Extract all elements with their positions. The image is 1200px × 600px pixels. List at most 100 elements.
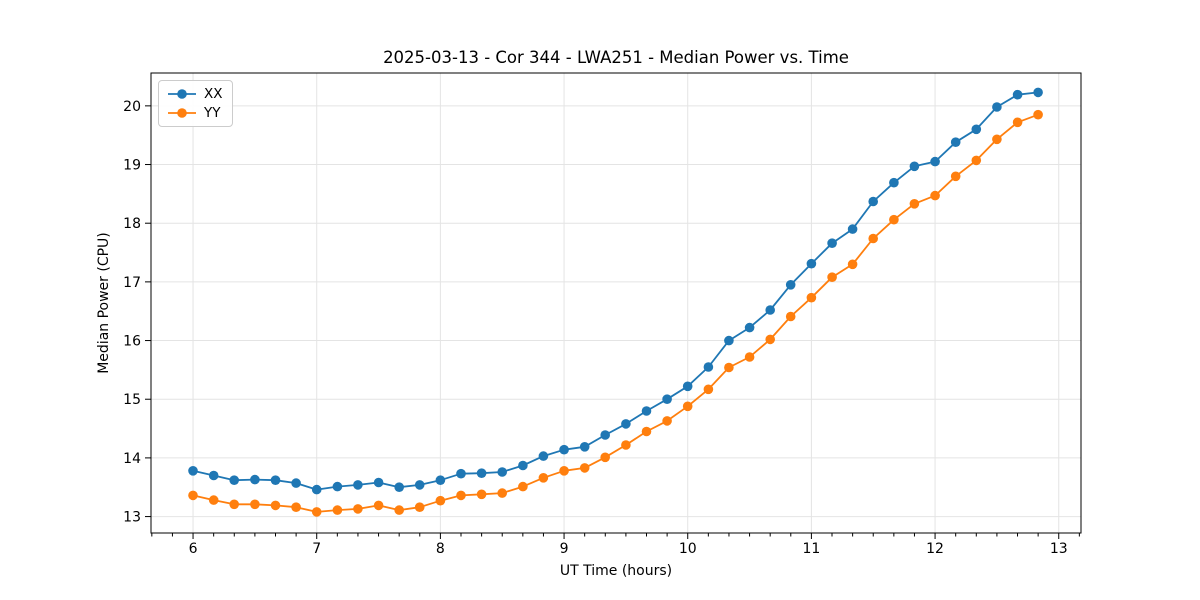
data-point — [600, 430, 610, 440]
data-point — [930, 156, 940, 167]
data-point — [724, 362, 734, 373]
data-point — [806, 292, 817, 303]
data-point — [373, 500, 384, 511]
x-tick-label: 10 — [679, 541, 697, 557]
data-point — [641, 426, 652, 437]
legend-label-xx: XX — [204, 86, 223, 102]
chart-title: 2025-03-13 - Cor 344 - LWA251 - Median P… — [383, 48, 849, 67]
data-point — [394, 505, 405, 515]
data-point — [250, 499, 260, 510]
data-point — [229, 475, 239, 486]
data-point — [930, 190, 940, 201]
data-point — [353, 480, 363, 490]
legend-entry-xx: XX — [167, 86, 223, 102]
data-point — [847, 224, 858, 234]
y-tick-label: 18 — [123, 216, 141, 232]
data-point — [559, 444, 569, 455]
data-point — [373, 477, 384, 488]
data-point — [270, 500, 281, 511]
x-axis-label: UT Time (hours) — [559, 563, 673, 579]
data-point — [909, 199, 920, 209]
y-tick-label: 14 — [123, 451, 141, 467]
series-yy — [188, 109, 1043, 517]
data-point — [497, 467, 508, 477]
data-point — [909, 161, 920, 172]
data-point — [662, 416, 672, 426]
data-point — [291, 502, 301, 512]
data-point — [971, 124, 982, 135]
data-point — [332, 505, 343, 515]
data-point — [579, 463, 590, 473]
data-point — [765, 334, 775, 345]
data-point — [868, 196, 878, 207]
grid-lines — [151, 73, 1081, 533]
data-point — [188, 466, 198, 476]
data-point — [641, 406, 652, 416]
data-point — [518, 481, 528, 492]
x-tick-label: 12 — [926, 541, 944, 557]
data-point — [332, 481, 343, 492]
data-point — [579, 442, 590, 452]
data-point — [971, 155, 982, 166]
data-point — [847, 259, 858, 270]
series-xx — [188, 87, 1043, 495]
legend: XX YY — [158, 80, 233, 127]
x-tick-label: 6 — [189, 541, 198, 557]
legend-marker-yy-icon — [168, 108, 196, 118]
x-tick-label: 11 — [802, 541, 820, 557]
x-tick-label: 7 — [312, 541, 321, 557]
data-point — [827, 238, 837, 248]
legend-label-yy: YY — [204, 105, 221, 121]
data-point — [703, 362, 714, 372]
data-point — [414, 502, 425, 512]
data-point — [291, 478, 301, 488]
data-point — [621, 419, 631, 429]
data-point — [394, 482, 405, 493]
data-point — [476, 489, 487, 500]
x-tick-label: 9 — [560, 541, 569, 557]
x-tick-label: 8 — [436, 541, 445, 557]
data-point — [1012, 117, 1023, 128]
data-point — [889, 214, 899, 225]
legend-marker-xx-icon — [168, 89, 196, 99]
data-point — [992, 134, 1002, 145]
data-point — [538, 473, 549, 483]
y-tick-label: 13 — [123, 510, 141, 526]
data-point — [950, 171, 961, 182]
data-point — [1033, 87, 1043, 98]
data-point — [476, 468, 487, 479]
data-point — [208, 470, 219, 481]
data-point — [806, 258, 817, 269]
data-point — [950, 137, 961, 147]
data-point — [311, 507, 322, 517]
plot-border — [150, 72, 1082, 534]
data-point — [538, 451, 549, 461]
y-tick-label: 20 — [123, 99, 141, 115]
data-point — [744, 322, 755, 333]
data-point — [1033, 109, 1043, 120]
data-point — [703, 384, 714, 395]
data-point — [456, 490, 466, 501]
data-point — [497, 488, 508, 498]
y-axis-label: Median Power (CPU) — [96, 232, 112, 374]
data-point — [682, 401, 693, 412]
data-point — [229, 499, 239, 510]
data-point — [992, 102, 1002, 112]
data-point — [456, 468, 466, 479]
data-point — [208, 495, 219, 505]
data-point — [250, 474, 260, 485]
data-point — [559, 466, 569, 476]
axis-ticks: 6 7 8 9 10 11 12 13 13 14 15 16 17 18 19 20 — [123, 99, 1080, 557]
data-point — [744, 352, 755, 362]
data-point — [682, 381, 693, 392]
legend-entry-yy: YY — [167, 105, 223, 121]
data-point — [435, 495, 446, 506]
data-point — [765, 305, 775, 315]
data-point — [435, 475, 446, 486]
data-point — [724, 335, 734, 346]
x-tick-label: 13 — [1050, 541, 1068, 557]
y-tick-label: 19 — [123, 158, 141, 174]
data-point — [889, 177, 899, 188]
